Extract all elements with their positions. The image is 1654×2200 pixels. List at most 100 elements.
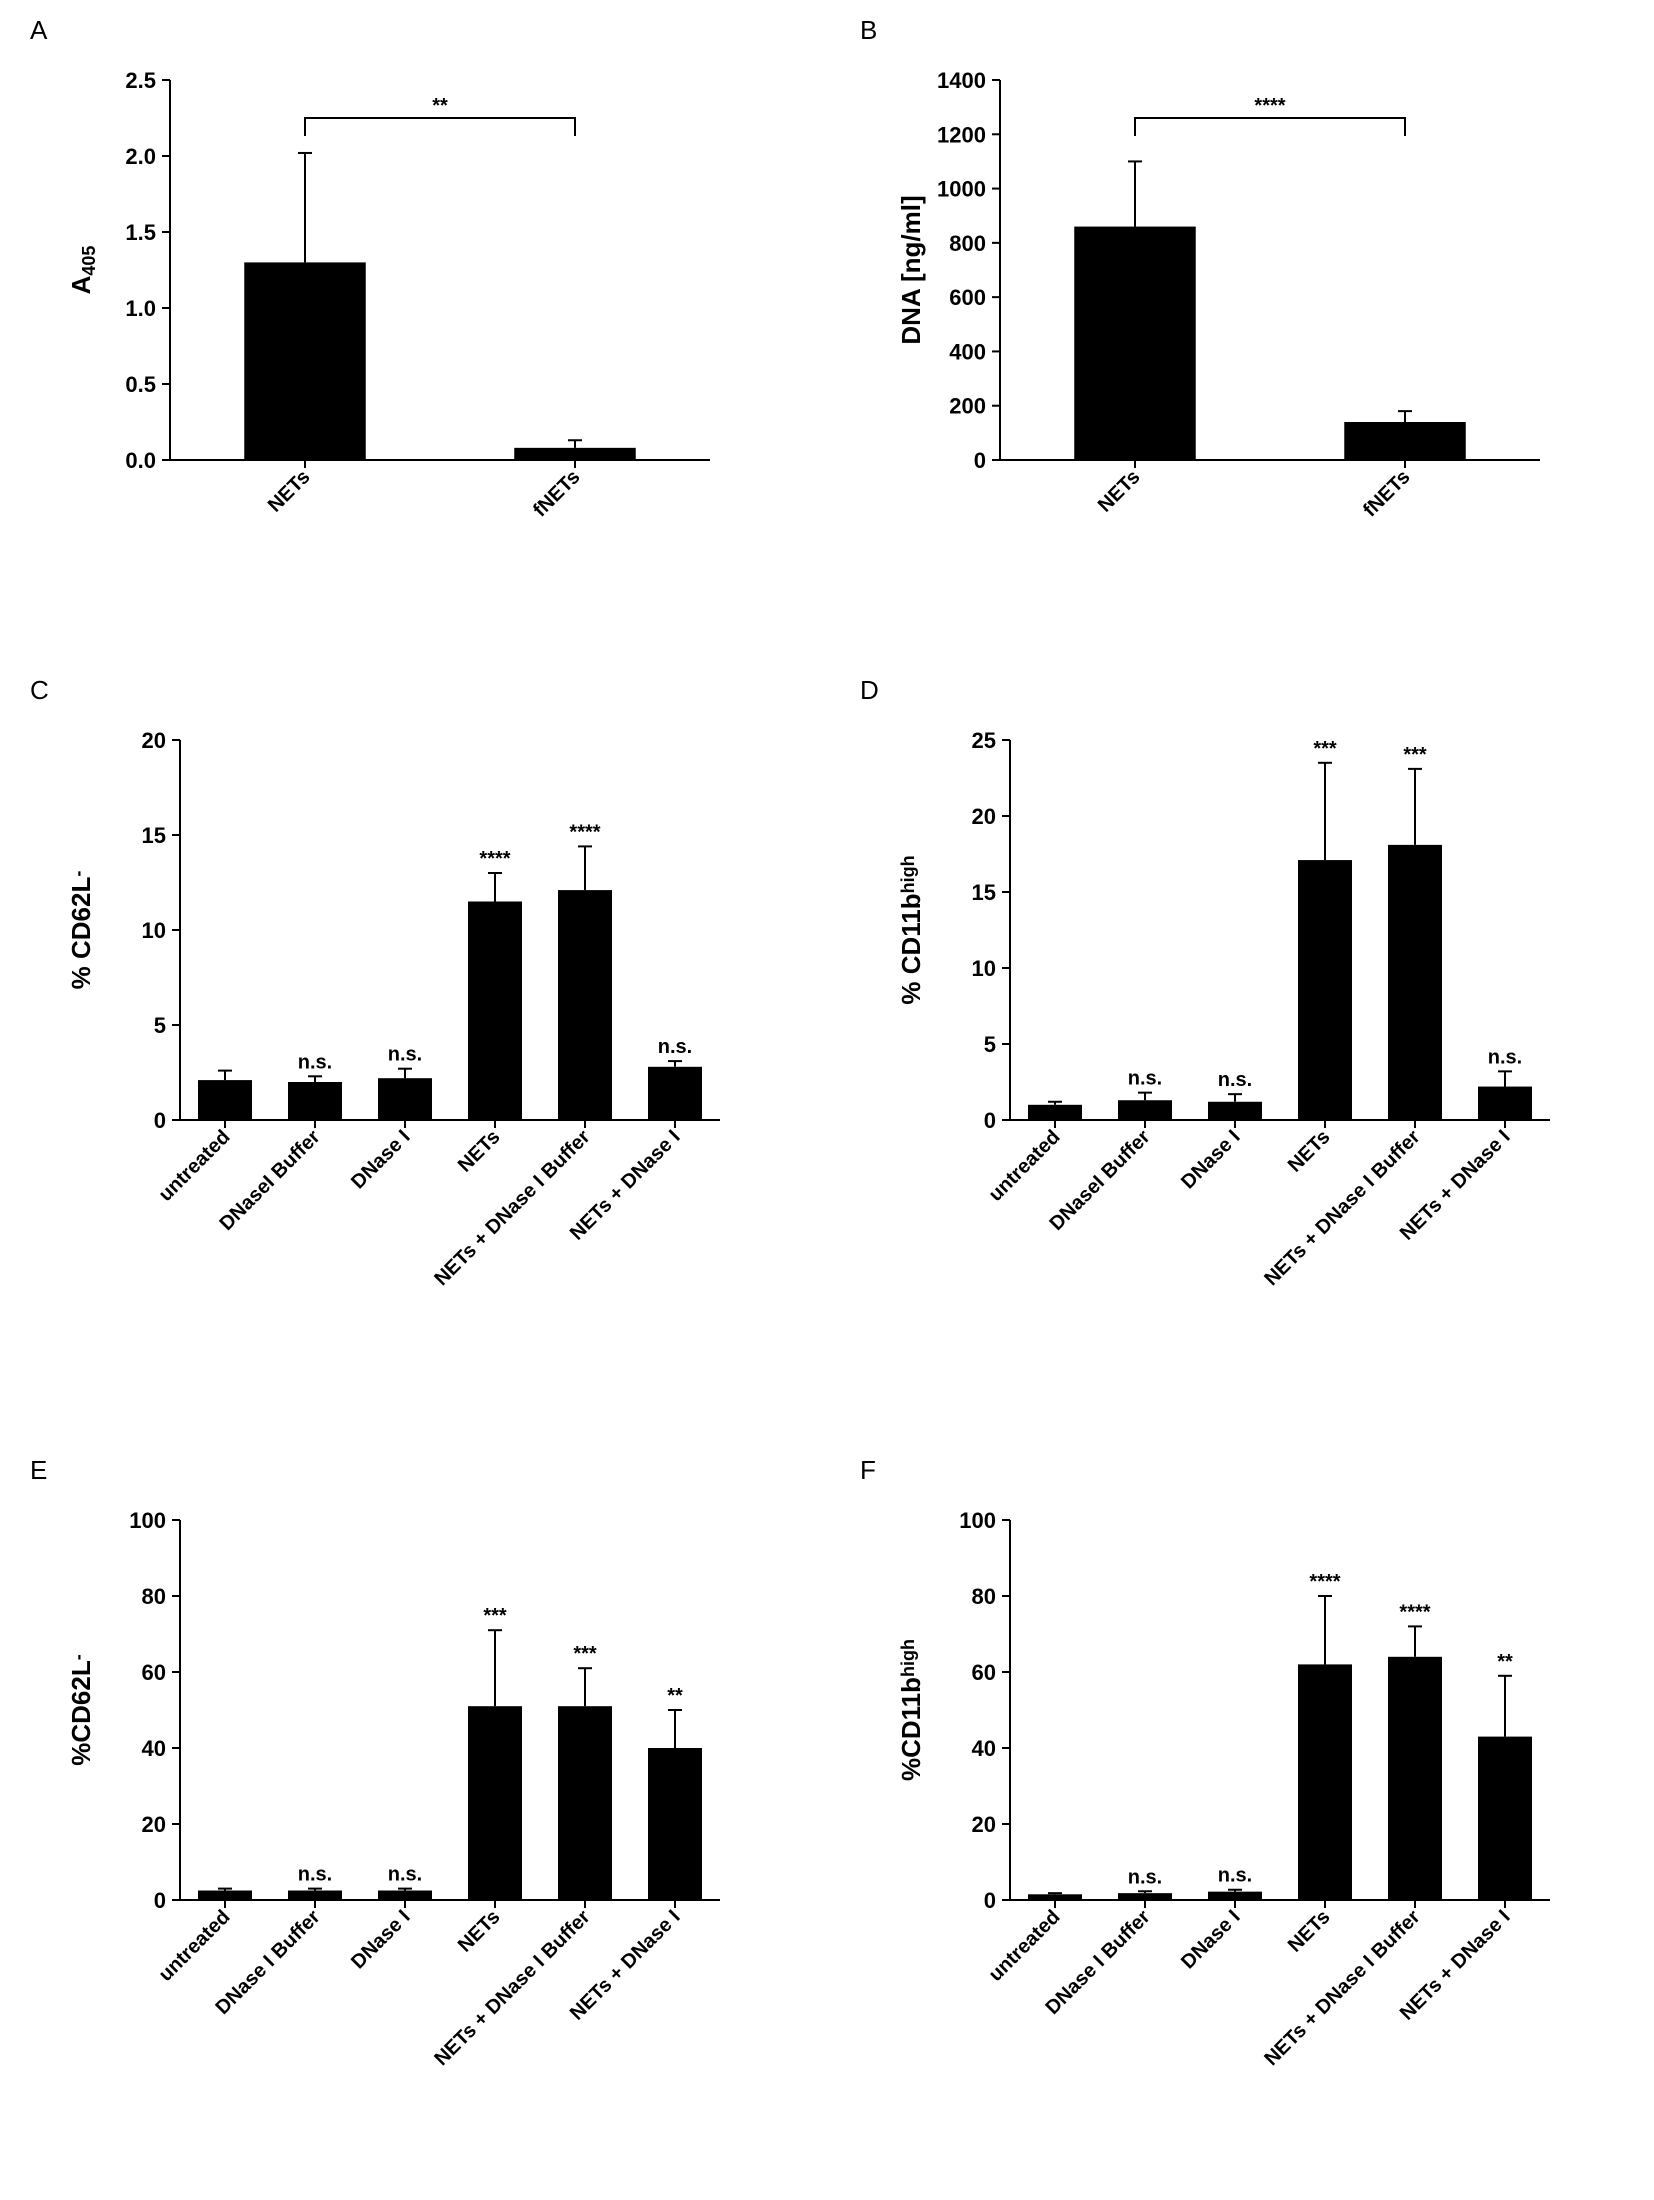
svg-text:NETs: NETs [1284,1906,1335,1957]
chart-F: 020406080100%CD11bhighuntreatedDNase I B… [890,1490,1650,2180]
panel-B: B 0200400600800100012001400DNA [ng/ml]NE… [850,20,1650,620]
svg-text:20: 20 [972,804,996,829]
svg-text:untreated: untreated [985,1906,1065,1986]
bar [198,1080,252,1120]
svg-text:0.5: 0.5 [125,372,156,397]
svg-text:5: 5 [154,1013,166,1038]
svg-text:n.s.: n.s. [298,1864,332,1886]
svg-text:100: 100 [959,1508,996,1533]
svg-text:DNase I: DNase I [347,1126,414,1193]
svg-text:10: 10 [972,956,996,981]
svg-text:5: 5 [984,1032,996,1057]
svg-text:**: ** [667,1685,683,1707]
svg-text:% CD11bhigh: % CD11bhigh [896,855,926,1004]
svg-text:%CD11bhigh: %CD11bhigh [896,1639,926,1781]
svg-text:NETs + DNase I Buffer: NETs + DNase I Buffer [430,1906,594,2070]
svg-text:40: 40 [972,1736,996,1761]
svg-text:0: 0 [154,1108,166,1133]
svg-text:NETs: NETs [454,1126,505,1177]
svg-text:15: 15 [972,880,996,905]
svg-text:800: 800 [949,231,986,256]
bar [1298,860,1352,1120]
panel-label-F: F [860,1455,876,1486]
chart-C: 05101520% CD62L-untreatedDNaseI Buffern.… [60,710,820,1400]
chart-svg-F: 020406080100%CD11bhighuntreatedDNase I B… [890,1490,1650,2180]
svg-text:****: **** [1399,1601,1430,1623]
svg-text:NETs: NETs [264,466,315,517]
bar [378,1891,432,1901]
svg-text:100: 100 [129,1508,166,1533]
bar [378,1078,432,1120]
chart-B: 0200400600800100012001400DNA [ng/ml]NETs… [890,50,1650,620]
svg-text:NETs: NETs [1094,466,1145,517]
bar [1208,1102,1262,1120]
svg-text:1.5: 1.5 [125,220,156,245]
svg-text:NETs + DNase I Buffer: NETs + DNase I Buffer [430,1126,594,1290]
svg-text:1200: 1200 [937,122,986,147]
panel-label-C: C [30,675,49,706]
bar [558,1706,612,1900]
svg-text:fNETs: fNETs [1359,466,1414,521]
svg-text:1000: 1000 [937,177,986,202]
svg-text:n.s.: n.s. [1218,1069,1252,1091]
svg-text:60: 60 [142,1660,166,1685]
svg-text:60: 60 [972,1660,996,1685]
bar [288,1891,342,1901]
svg-text:n.s.: n.s. [298,1051,332,1073]
bar [468,1706,522,1900]
figure-grid: A 0.00.51.01.52.02.5A405NETsfNETs** B 02… [20,20,1634,2180]
svg-text:***: *** [573,1643,597,1665]
panel-F: F 020406080100%CD11bhighuntreatedDNase I… [850,1460,1650,2180]
svg-text:80: 80 [972,1584,996,1609]
svg-text:400: 400 [949,339,986,364]
bar [558,890,612,1120]
panel-label-E: E [30,1455,47,1486]
svg-text:20: 20 [142,728,166,753]
bar [468,902,522,1121]
svg-text:A405: A405 [66,246,99,295]
svg-text:**: ** [1497,1651,1513,1673]
svg-text:10: 10 [142,918,166,943]
bar [244,262,366,460]
svg-text:DNase I: DNase I [347,1906,414,1973]
chart-svg-A: 0.0 0.5 1.0 1.5 2.0 2.5 A405 NETs fNETs ** [60,50,800,620]
svg-text:80: 80 [142,1584,166,1609]
bar [198,1891,252,1901]
bar [648,1748,702,1900]
svg-text:2.5: 2.5 [125,68,156,93]
svg-text:****: **** [479,848,510,870]
svg-text:fNETs: fNETs [529,466,584,521]
svg-text:15: 15 [142,823,166,848]
chart-D: 0510152025% CD11bhighuntreatedDNaseI Buf… [890,710,1650,1400]
svg-text:n.s.: n.s. [658,1036,692,1058]
bar [1478,1737,1532,1900]
svg-text:%CD62L-: %CD62L- [66,1654,96,1765]
svg-text:2.0: 2.0 [125,144,156,169]
svg-text:**: ** [432,95,448,117]
svg-text:****: **** [1309,1571,1340,1593]
svg-text:1400: 1400 [937,68,986,93]
svg-text:40: 40 [142,1736,166,1761]
bar [1208,1892,1262,1900]
bar [514,448,636,460]
bar [1028,1105,1082,1120]
svg-text:n.s.: n.s. [1128,1866,1162,1888]
svg-text:200: 200 [949,394,986,419]
chart-svg-E: 020406080100%CD62L-untreatedDNase I Buff… [60,1490,820,2180]
bar [1298,1664,1352,1900]
chart-svg-C: 05101520% CD62L-untreatedDNaseI Buffern.… [60,710,820,1400]
svg-text:600: 600 [949,285,986,310]
panel-label-B: B [860,15,877,46]
svg-text:0.0: 0.0 [125,448,156,473]
svg-text:1.0: 1.0 [125,296,156,321]
svg-text:untreated: untreated [155,1126,235,1206]
svg-text:DNase I: DNase I [1177,1126,1244,1193]
svg-text:20: 20 [972,1812,996,1837]
bar [1118,1893,1172,1900]
bar [1344,422,1466,460]
chart-svg-B: 0200400600800100012001400DNA [ng/ml]NETs… [890,50,1630,620]
panel-D: D 0510152025% CD11bhighuntreatedDNaseI B… [850,680,1650,1400]
chart-E: 020406080100%CD62L-untreatedDNase I Buff… [60,1490,820,2180]
svg-text:***: *** [1313,738,1337,760]
svg-text:25: 25 [972,728,996,753]
